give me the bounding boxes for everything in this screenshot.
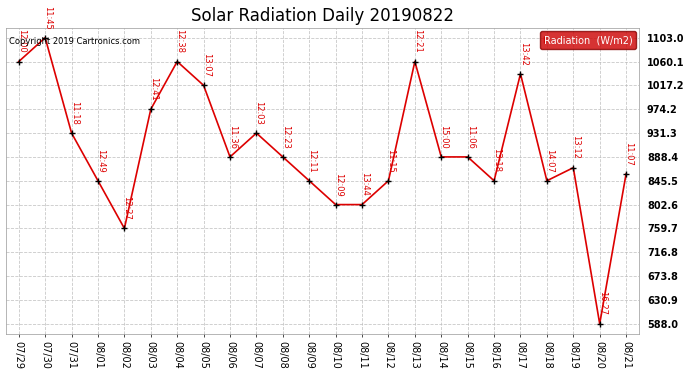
Text: Copyright 2019 Cartronics.com: Copyright 2019 Cartronics.com (9, 38, 139, 46)
Text: 12:27: 12:27 (123, 196, 132, 220)
Text: 11:07: 11:07 (624, 142, 633, 165)
Text: 12:38: 12:38 (175, 29, 184, 53)
Text: 13:42: 13:42 (519, 42, 528, 66)
Text: 13:07: 13:07 (201, 53, 210, 77)
Text: 15:00: 15:00 (440, 125, 449, 148)
Text: 12:03: 12:03 (255, 101, 264, 125)
Text: 11:15: 11:15 (386, 148, 395, 172)
Title: Solar Radiation Daily 20190822: Solar Radiation Daily 20190822 (191, 7, 454, 25)
Text: 12:09: 12:09 (334, 172, 343, 196)
Text: 12:41: 12:41 (149, 77, 158, 101)
Text: 11:36: 11:36 (228, 124, 237, 148)
Text: 13:44: 13:44 (360, 172, 369, 196)
Text: 11:18: 11:18 (70, 101, 79, 125)
Text: 12:00: 12:00 (17, 30, 26, 53)
Text: 11:45: 11:45 (43, 6, 52, 29)
Text: 12:21: 12:21 (413, 30, 422, 53)
Text: 16:27: 16:27 (598, 291, 607, 315)
Legend: Radiation  (W/m2): Radiation (W/m2) (540, 31, 636, 49)
Text: 12:11: 12:11 (307, 148, 317, 172)
Text: 13:12: 13:12 (571, 135, 580, 159)
Text: 12:23: 12:23 (281, 125, 290, 148)
Text: 14:07: 14:07 (545, 148, 554, 172)
Text: 12:49: 12:49 (96, 148, 105, 172)
Text: 13:18: 13:18 (492, 148, 501, 172)
Text: 11:06: 11:06 (466, 125, 475, 148)
